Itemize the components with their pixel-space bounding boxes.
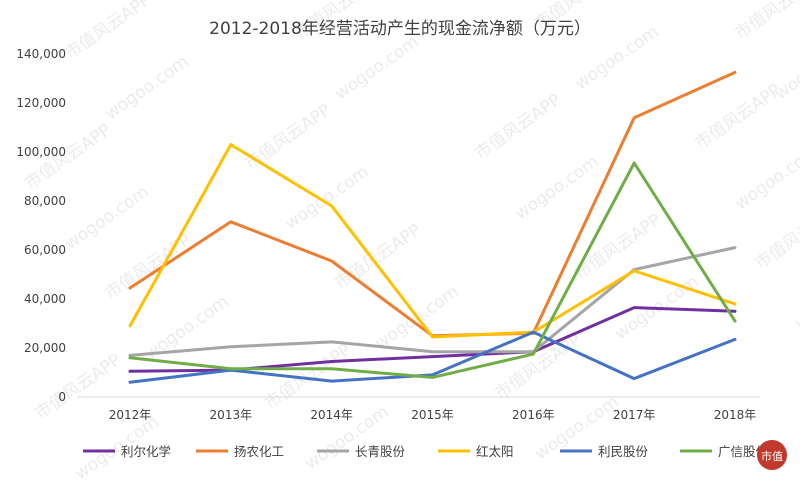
series-lines	[128, 70, 737, 384]
legend-label: 利民股份	[598, 444, 649, 459]
x-tick-label: 2013年	[210, 408, 253, 422]
legend-label: 长青股份	[355, 444, 406, 459]
legend-label: 广信股份	[718, 444, 769, 459]
x-tick-label: 2016年	[512, 408, 555, 422]
y-tick-label: 0	[58, 390, 66, 404]
y-tick-label: 120,000	[16, 96, 66, 110]
x-tick-label: 2012年	[109, 408, 152, 422]
x-tick-label: 2014年	[310, 408, 353, 422]
y-axis-ticks: 0 20,000 40,000 60,000 80,000 100,000 120,000 1…	[16, 47, 66, 404]
x-axis-ticks: 2012年 2013年 2014年 2015年 2016年 2017年 2018年	[109, 408, 757, 422]
x-tick-label: 2018年	[714, 408, 757, 422]
y-tick-label: 100,000	[16, 145, 66, 159]
y-tick-label: 140,000	[16, 47, 66, 61]
x-tick-label: 2017年	[613, 408, 656, 422]
legend-label: 红太阳	[476, 444, 514, 459]
y-tick-label: 40,000	[24, 292, 66, 306]
legend-label: 利尔化学	[121, 444, 171, 459]
brand-logo-text: 市值	[761, 449, 783, 463]
brand-logo: 市值	[757, 440, 787, 470]
legend: 利尔化学 扬农化工 长青股份 红太阳 利民股份 广信股份	[83, 444, 769, 459]
chart-title: 2012-2018年经营活动产生的现金流净额（万元）	[209, 19, 591, 39]
brand-logo-badge	[757, 440, 787, 470]
series-line	[128, 143, 737, 339]
series-line	[128, 161, 737, 379]
y-tick-label: 20,000	[24, 341, 66, 355]
legend-label: 扬农化工	[234, 444, 284, 459]
y-tick-label: 60,000	[24, 243, 66, 257]
x-tick-label: 2015年	[411, 408, 454, 422]
y-tick-label: 80,000	[24, 194, 66, 208]
